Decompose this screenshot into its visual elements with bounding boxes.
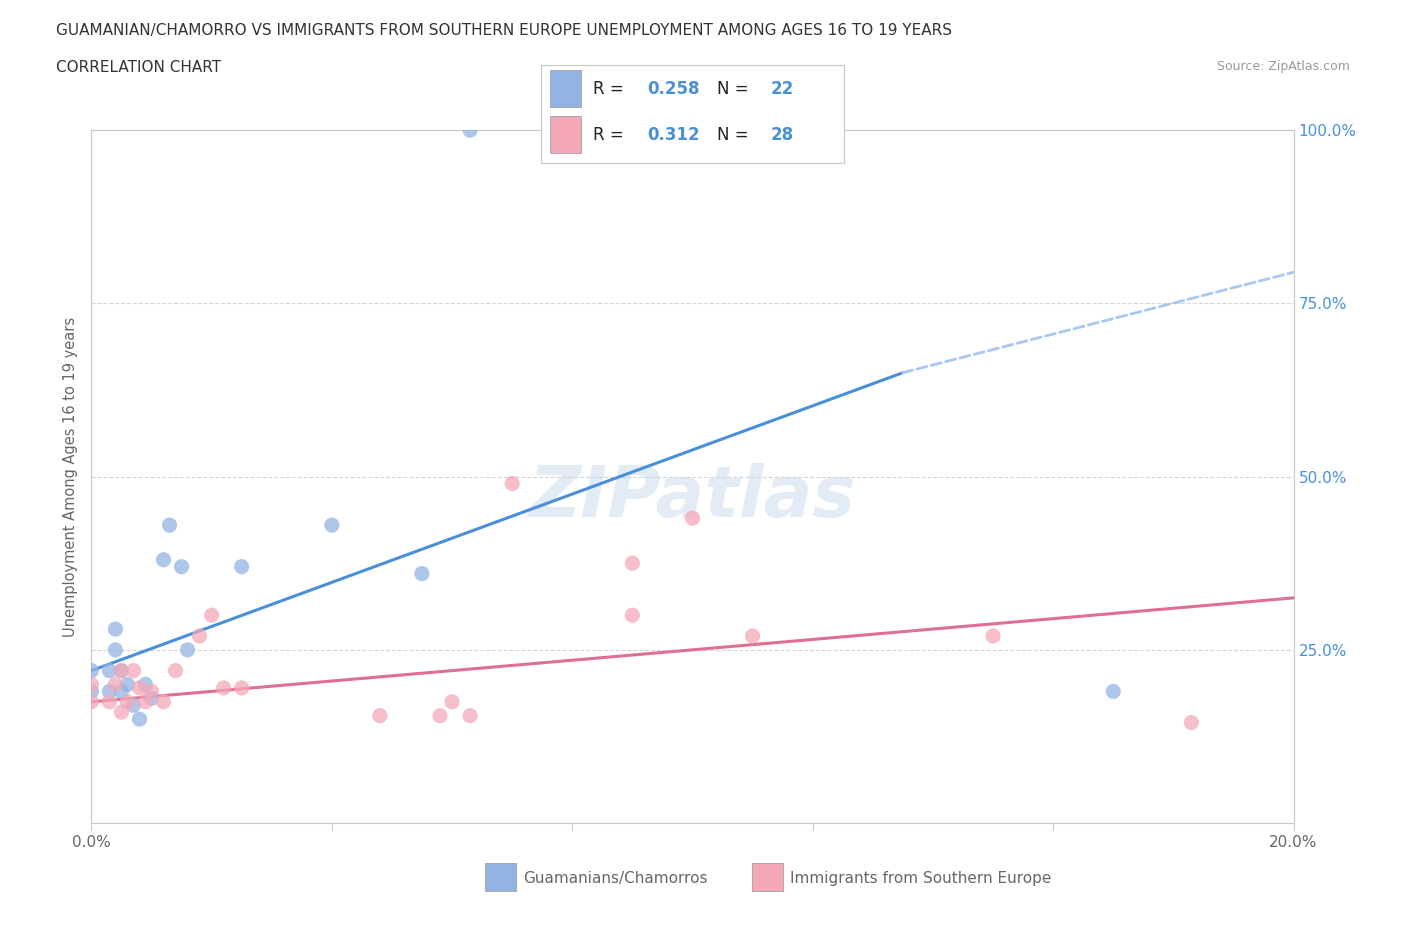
- Point: [104, 621, 127, 636]
- Point: [80, 695, 103, 710]
- Point: [188, 629, 211, 644]
- Y-axis label: Unemployment Among Ages 16 to 19 years: Unemployment Among Ages 16 to 19 years: [63, 316, 79, 637]
- Point: [458, 709, 481, 724]
- Point: [122, 663, 145, 678]
- Text: ZIPatlas: ZIPatlas: [529, 463, 856, 532]
- Point: [429, 709, 451, 724]
- Point: [458, 123, 481, 138]
- Point: [368, 709, 391, 724]
- Point: [1180, 715, 1202, 730]
- Text: CORRELATION CHART: CORRELATION CHART: [56, 60, 221, 75]
- Text: 22: 22: [770, 80, 794, 98]
- Text: R =: R =: [593, 80, 628, 98]
- Point: [621, 556, 644, 571]
- Point: [231, 559, 253, 574]
- Point: [134, 695, 156, 710]
- Point: [621, 608, 644, 623]
- Point: [321, 518, 343, 533]
- Point: [141, 684, 163, 698]
- Point: [1102, 684, 1125, 698]
- Point: [80, 677, 103, 692]
- Bar: [550, 116, 581, 153]
- Point: [117, 695, 139, 710]
- Text: N =: N =: [717, 80, 754, 98]
- Point: [152, 552, 174, 567]
- Point: [741, 629, 763, 644]
- Point: [80, 684, 103, 698]
- Point: [501, 476, 523, 491]
- Point: [681, 511, 703, 525]
- Point: [141, 691, 163, 706]
- Point: [122, 698, 145, 712]
- Text: Source: ZipAtlas.com: Source: ZipAtlas.com: [1216, 60, 1350, 73]
- Point: [981, 629, 1004, 644]
- Point: [110, 663, 132, 678]
- Text: 0.258: 0.258: [647, 80, 700, 98]
- Point: [117, 677, 139, 692]
- Point: [212, 681, 235, 696]
- Point: [128, 681, 150, 696]
- Text: 0.312: 0.312: [647, 126, 700, 144]
- Text: Immigrants from Southern Europe: Immigrants from Southern Europe: [790, 871, 1052, 886]
- Point: [170, 559, 193, 574]
- Bar: [550, 70, 581, 107]
- Point: [159, 518, 181, 533]
- Text: 28: 28: [770, 126, 794, 144]
- Point: [165, 663, 187, 678]
- Point: [134, 677, 156, 692]
- Text: N =: N =: [717, 126, 754, 144]
- Text: Guamanians/Chamorros: Guamanians/Chamorros: [523, 871, 707, 886]
- Point: [440, 695, 463, 710]
- Point: [98, 663, 121, 678]
- Point: [110, 663, 132, 678]
- Point: [98, 695, 121, 710]
- Point: [411, 566, 433, 581]
- Point: [110, 705, 132, 720]
- Point: [152, 695, 174, 710]
- Point: [80, 663, 103, 678]
- Point: [176, 643, 198, 658]
- Point: [128, 711, 150, 726]
- Point: [104, 677, 127, 692]
- Point: [104, 643, 127, 658]
- Point: [110, 684, 132, 698]
- Point: [231, 681, 253, 696]
- Text: R =: R =: [593, 126, 628, 144]
- Text: GUAMANIAN/CHAMORRO VS IMMIGRANTS FROM SOUTHERN EUROPE UNEMPLOYMENT AMONG AGES 16: GUAMANIAN/CHAMORRO VS IMMIGRANTS FROM SO…: [56, 23, 952, 38]
- Point: [98, 684, 121, 698]
- Point: [201, 608, 224, 623]
